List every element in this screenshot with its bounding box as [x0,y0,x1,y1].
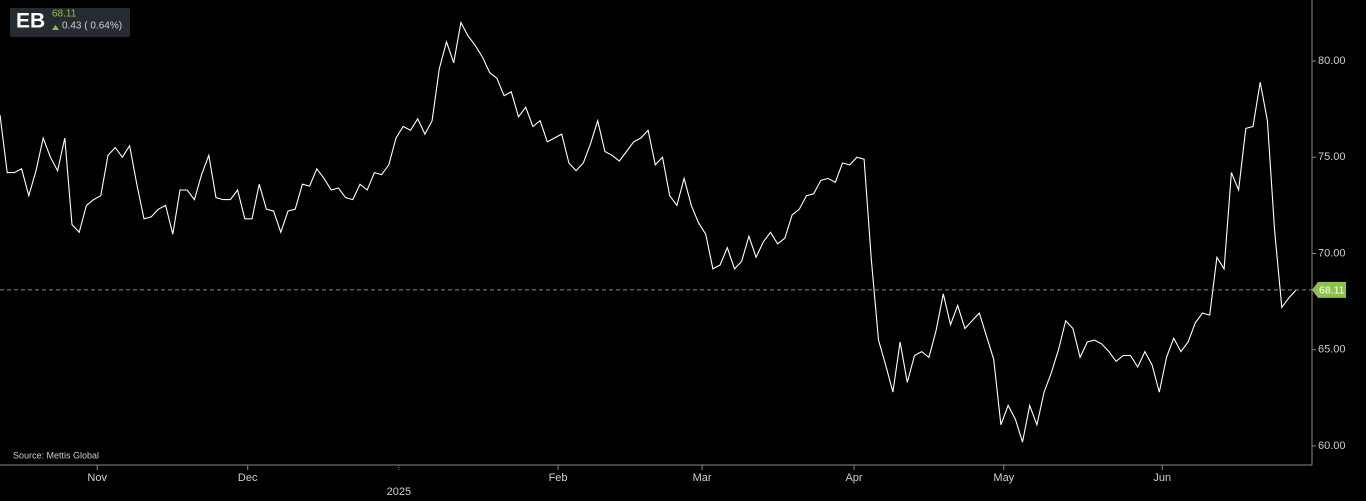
y-tick-label: 70.00 [1318,247,1346,259]
x-tick-label: Dec [238,472,258,484]
y-tick-label: 80.00 [1318,55,1346,67]
ticker-badge [10,8,130,37]
header-price: 68.11 [52,9,77,20]
x-tick-label: Apr [845,472,862,484]
change: 0.43 ( 0.64%) [62,21,122,32]
up-arrow [52,25,59,30]
price-line [0,20,1297,443]
last-price-box [1312,281,1346,298]
last-price-label: 68.11 [1319,285,1345,297]
y-tick-label: 65.00 [1318,344,1346,356]
x-tick-label: May [993,472,1014,484]
x-tick-label: Mar [693,472,712,484]
x-tick-label: Jun [1153,472,1171,484]
y-tick-label: 75.00 [1318,151,1346,163]
y-tick-label: 60.00 [1318,440,1346,452]
x-tick-label: Feb [549,472,568,484]
ticker: EB [16,10,45,33]
x-tick-label: Nov [87,472,107,484]
source: Source: Mettis Global [13,450,99,460]
x-tick-label: 2025 [387,486,411,498]
